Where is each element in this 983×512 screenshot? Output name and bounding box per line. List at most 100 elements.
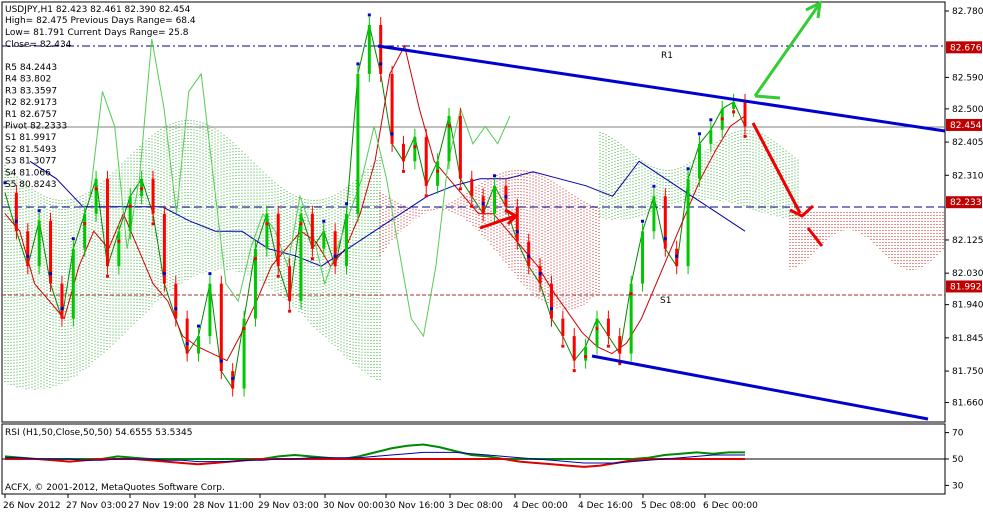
sar-dot-40 (458, 187, 462, 191)
pivot-pivot: Pivot 82.2333 (5, 122, 67, 132)
sar-dot-35 (401, 169, 405, 173)
red-down-arrow (751, 122, 824, 247)
y-tick-label-5: 82.125 (952, 236, 983, 246)
header-info: USDJPY,H1 82.423 82.461 82.390 82.454 Hi… (5, 5, 196, 50)
candle-body-39 (447, 115, 451, 162)
series-line-2 (29, 160, 746, 267)
rsi-tick-label-2: 30 (952, 481, 964, 491)
candle-body-3 (37, 220, 41, 267)
rsi-signal-line (5, 451, 745, 464)
candle-body-33 (379, 24, 383, 74)
sar-dot-22 (253, 257, 257, 261)
sar-dot-46 (527, 254, 531, 258)
sar-dot-23 (265, 222, 269, 226)
sar-dot-45 (515, 230, 519, 234)
candle-body-21 (242, 318, 246, 389)
ichimoku-cloud (4, 120, 944, 390)
header-line-3: Low= 81.791 Current Days Range= 25.8 (5, 28, 189, 38)
price-tag-1 (946, 118, 982, 131)
price-tag-label-3: 81.992 (950, 282, 982, 292)
x-tick-label-4: 29 Nov 03:00 (258, 501, 319, 511)
candle-body-22 (253, 248, 257, 319)
s1-chart-label: S1 (660, 296, 671, 306)
rsi-tick-label-1: 50 (952, 455, 964, 465)
upper-trend-line (377, 44, 946, 133)
sar-dot-37 (424, 194, 428, 198)
sar-dot-38 (436, 169, 440, 173)
red-small-arrow (479, 208, 519, 230)
x-tick-label-1: 27 Nov 03:00 (66, 501, 127, 511)
candle-body-45 (515, 206, 519, 242)
rsi-line-above (4, 443, 745, 461)
series-line-1 (4, 44, 746, 362)
cloud-red-2 (789, 212, 944, 270)
candle-body-5 (60, 283, 64, 319)
y-tick-label-9: 81.750 (952, 367, 983, 377)
y-tick-label-1: 82.590 (952, 73, 983, 83)
candle-body-64 (732, 101, 736, 109)
lower-trend-line (591, 354, 929, 421)
cloud-green-2 (599, 130, 799, 220)
y-tick-label-2: 82.500 (952, 105, 983, 115)
candle-body-43 (493, 185, 497, 214)
header-line-2: High= 82.475 Previous Days Range= 68.4 (5, 16, 196, 26)
sar-dot-31 (356, 62, 360, 66)
candle-body-29 (333, 231, 337, 267)
x-tick-label-8: 4 Dec 00:00 (513, 501, 568, 511)
y-tick-label-3: 82.405 (952, 138, 983, 148)
main-plot-frame (1, 1, 946, 423)
x-tick-label-3: 28 Nov 11:00 (193, 501, 254, 511)
candle-body-48 (549, 283, 553, 319)
sar-dot-42 (481, 202, 485, 206)
header-line-4: Close= 82.434 (5, 40, 72, 50)
sar-dot-21 (242, 327, 246, 331)
sar-dot-10 (117, 239, 121, 243)
y-tick-label-0: 82.780 (952, 7, 983, 17)
candle-body-53 (606, 318, 610, 337)
y-tick-label-4: 82.310 (952, 171, 983, 181)
sar-dot-43 (493, 174, 497, 178)
series-line-3 (89, 38, 511, 338)
candle-body-60 (686, 178, 690, 267)
sar-dot-51 (584, 355, 588, 359)
sar-dot-58 (663, 237, 667, 241)
sar-dot-52 (595, 327, 599, 331)
pivot-r4: R4 83.802 (5, 75, 51, 85)
rsi-series (4, 443, 745, 468)
price-tag-label-0: 82.676 (950, 43, 982, 53)
sar-dot-54 (618, 362, 622, 366)
candle-body-32 (367, 24, 371, 74)
sar-dot-1 (14, 219, 18, 223)
sar-dot-26 (299, 222, 303, 226)
sar-dot-59 (675, 254, 679, 258)
y-tick-label-8: 81.845 (952, 334, 983, 344)
sar-dot-44 (504, 195, 508, 199)
x-tick-label-11: 6 Dec 00:00 (703, 501, 758, 511)
candle-body-61 (697, 143, 701, 179)
x-tick-label-10: 5 Dec 08:00 (641, 501, 696, 511)
sar-dot-11 (128, 204, 132, 208)
sar-dot-30 (345, 202, 349, 206)
y-tick-label-7: 81.940 (952, 301, 983, 311)
pivot-s1: S1 81.9917 (5, 133, 57, 143)
r1-chart-label: R1 (661, 51, 673, 61)
candles (14, 16, 747, 397)
sar-dot-13 (151, 222, 155, 226)
sar-dot-61 (697, 132, 701, 136)
sar-dot-18 (208, 272, 212, 276)
sar-dot-33 (379, 62, 383, 66)
sar-dot-28 (322, 219, 326, 223)
indicator-lines (4, 24, 746, 390)
candle-body-7 (83, 213, 87, 249)
candle-body-14 (162, 213, 166, 284)
candle-body-18 (208, 283, 212, 337)
candle-body-19 (219, 283, 223, 372)
candle-body-15 (174, 283, 178, 319)
candle-body-10 (117, 231, 121, 267)
sar-dot-32 (367, 13, 371, 17)
candle-body-46 (527, 241, 531, 267)
candle-body-13 (151, 178, 155, 214)
x-tick-label-0: 26 Nov 2012 (3, 501, 61, 511)
